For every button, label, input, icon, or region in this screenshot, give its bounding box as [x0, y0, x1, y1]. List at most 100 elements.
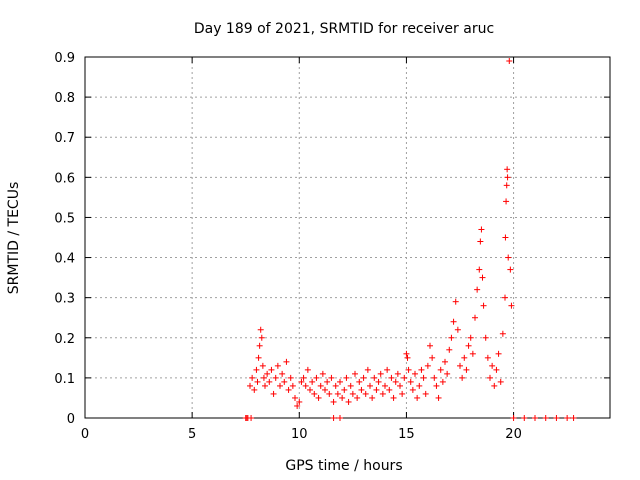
data-point — [283, 358, 290, 365]
y-tick-label: 0.2 — [54, 332, 75, 347]
data-point — [457, 362, 463, 369]
data-point — [362, 390, 369, 397]
data-point — [469, 350, 476, 357]
data-point — [478, 226, 485, 233]
data-point — [328, 374, 335, 381]
data-point — [260, 374, 267, 381]
data-point — [258, 334, 265, 341]
data-point — [570, 415, 577, 421]
data-point — [330, 415, 337, 421]
data-point — [277, 382, 283, 389]
data-point — [503, 182, 510, 189]
data-point — [416, 382, 423, 389]
data-point — [472, 314, 478, 321]
data-point — [476, 266, 483, 273]
gridlines — [85, 57, 610, 418]
data-point — [322, 386, 328, 393]
data-point — [504, 174, 511, 181]
data-point — [489, 362, 496, 369]
data-points — [242, 58, 577, 421]
data-point — [339, 394, 346, 401]
data-point — [508, 302, 515, 309]
data-point — [274, 362, 281, 369]
data-point — [262, 382, 268, 389]
data-point — [463, 366, 470, 373]
data-point — [341, 386, 348, 393]
data-point — [465, 342, 472, 349]
data-point — [505, 254, 512, 261]
plot-frame — [84, 56, 611, 419]
data-point — [257, 326, 264, 333]
data-point — [459, 374, 466, 381]
data-point — [390, 394, 397, 401]
data-point — [414, 394, 421, 401]
data-point — [484, 354, 491, 361]
data-point — [454, 326, 461, 333]
data-point — [360, 374, 367, 381]
data-point — [564, 415, 571, 421]
data-point — [401, 374, 408, 381]
data-point — [304, 366, 311, 373]
data-point — [289, 382, 296, 389]
y-tick-label: 0.1 — [54, 372, 75, 387]
data-point — [532, 415, 538, 421]
data-point — [332, 382, 339, 389]
data-point — [296, 398, 303, 405]
data-point — [259, 362, 266, 369]
data-point — [313, 374, 320, 381]
chart-title: Day 189 of 2021, SRMTID for receiver aru… — [194, 21, 494, 37]
data-point — [266, 378, 273, 385]
data-point — [253, 366, 260, 373]
data-point — [442, 358, 448, 365]
data-point — [404, 354, 411, 361]
data-point — [249, 374, 256, 381]
data-point — [424, 362, 431, 369]
data-point — [491, 382, 498, 389]
data-point — [324, 378, 331, 385]
data-point — [352, 370, 358, 377]
data-point — [507, 266, 514, 273]
data-point — [309, 378, 316, 385]
data-point — [270, 390, 277, 397]
data-point — [300, 374, 307, 381]
axis-ticks: 0 5 10 15 20 0 0.1 0.2 0.3 0.4 0.5 0.6 0.7 0.8 0.9 — [54, 51, 610, 442]
data-point — [255, 354, 262, 361]
y-tick-label: 0.8 — [54, 91, 75, 106]
data-point — [354, 394, 361, 401]
data-point — [279, 370, 286, 377]
y-tick-label: 0.6 — [54, 171, 75, 186]
data-point — [461, 354, 468, 361]
data-point — [420, 374, 427, 381]
data-point — [379, 390, 386, 397]
data-point — [302, 382, 309, 389]
data-point — [247, 382, 253, 389]
data-point — [435, 394, 442, 401]
data-point — [431, 374, 438, 381]
y-tick-label: 0.5 — [54, 211, 75, 226]
data-point — [248, 415, 255, 421]
data-point — [287, 374, 294, 381]
y-tick-label: 0 — [67, 412, 75, 427]
data-point — [446, 346, 453, 353]
data-point — [521, 415, 528, 421]
data-point — [367, 382, 373, 389]
data-point — [343, 374, 350, 381]
data-point — [422, 390, 429, 397]
y-axis-title: SRMTID / TECUs — [6, 182, 22, 295]
data-point — [337, 415, 343, 421]
x-tick-label: 20 — [505, 427, 522, 442]
data-point — [311, 390, 318, 397]
data-point — [268, 366, 275, 373]
data-point — [294, 402, 301, 409]
y-tick-label: 0.9 — [54, 51, 75, 66]
data-point — [377, 370, 384, 377]
data-point — [394, 370, 401, 377]
x-axis-title: GPS time / hours — [285, 458, 402, 474]
data-point — [330, 398, 337, 405]
data-point — [433, 382, 440, 389]
data-point — [487, 374, 493, 381]
y-tick-label: 0.3 — [54, 292, 75, 307]
data-point — [373, 386, 380, 393]
x-tick-label: 5 — [188, 427, 196, 442]
data-point — [429, 354, 436, 361]
